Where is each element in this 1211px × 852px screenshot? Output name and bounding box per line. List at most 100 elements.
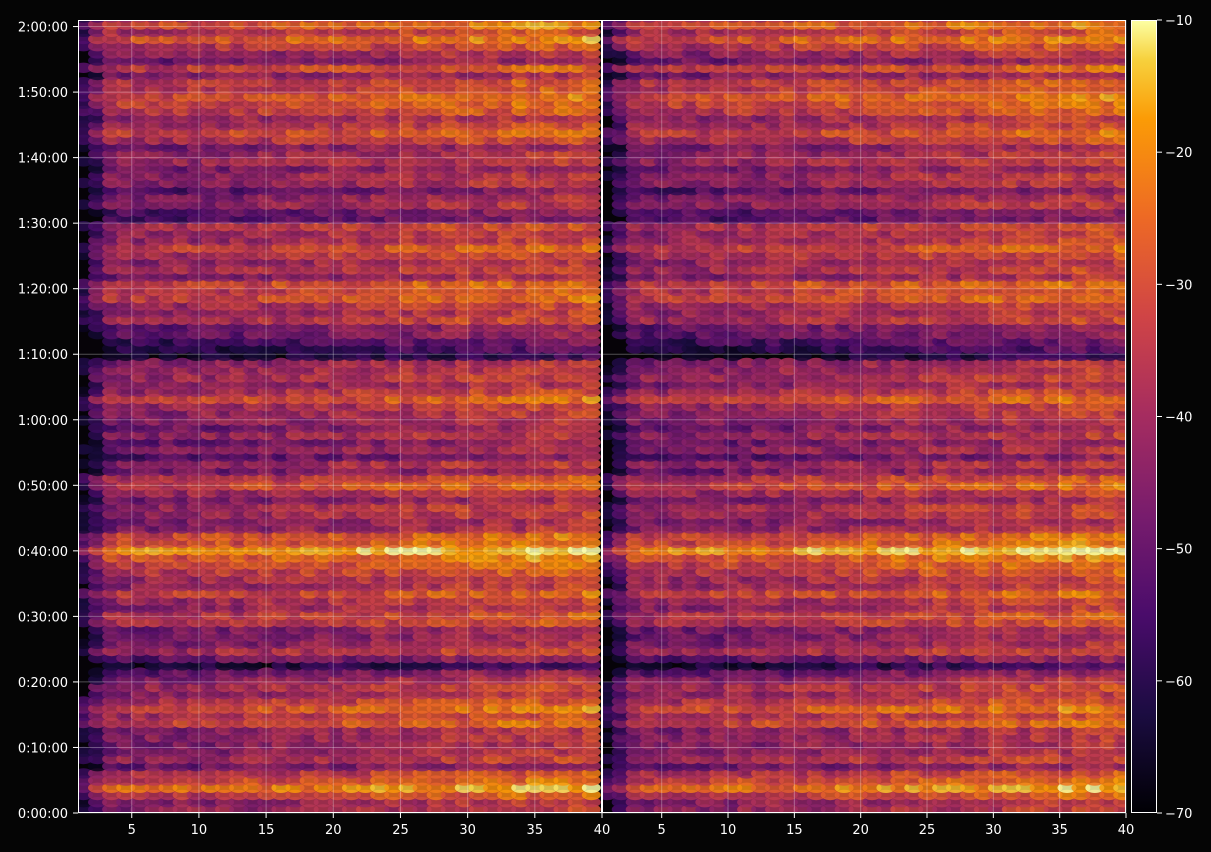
heatmap-cell: [525, 213, 545, 225]
heatmap-cell: [144, 192, 164, 203]
heatmap-cell: [327, 530, 347, 541]
heatmap-cell: [130, 401, 150, 412]
heatmap-cell: [497, 516, 517, 527]
heatmap-cell: [172, 494, 192, 505]
heatmap-cell: [370, 667, 390, 678]
heatmap-cell: [215, 336, 234, 347]
heatmap-cell: [257, 156, 277, 167]
heatmap-cell: [567, 105, 587, 117]
heatmap-cell: [539, 300, 559, 311]
heatmap-cell: [567, 134, 587, 145]
heatmap-cell: [186, 451, 206, 462]
heatmap-cell: [144, 480, 164, 491]
heatmap-cell: [581, 703, 601, 714]
heatmap-cell: [581, 213, 601, 225]
heatmap-cell: [88, 69, 107, 81]
heatmap-cell: [483, 725, 502, 736]
heatmap-cell: [341, 149, 361, 160]
heatmap-cell: [341, 573, 361, 585]
heatmap-cell: [229, 645, 249, 657]
heatmap-cell: [243, 789, 263, 801]
heatmap-cell: [454, 156, 474, 167]
heatmap-cell: [398, 617, 418, 628]
heatmap-cell: [144, 588, 164, 599]
heatmap-cell: [271, 177, 291, 189]
heatmap-cell: [215, 732, 234, 743]
heatmap-cell: [426, 516, 446, 527]
heatmap-cell: [454, 264, 474, 275]
heatmap-cell: [186, 257, 206, 268]
heatmap-cell: [313, 177, 333, 189]
heatmap-cell: [356, 120, 375, 131]
heatmap-cell: [454, 660, 474, 671]
heatmap-cell: [158, 746, 178, 757]
heatmap-cell: [567, 437, 587, 448]
heatmap-cell: [285, 185, 305, 196]
heatmap-cell: [384, 113, 404, 124]
heatmap-cell: [186, 278, 206, 289]
heatmap-cell: [539, 717, 559, 729]
heatmap-cell: [356, 307, 375, 318]
heatmap-cell: [130, 451, 150, 462]
heatmap-cell: [144, 717, 164, 729]
heatmap-cell: [567, 300, 587, 311]
heatmap-cell: [229, 372, 249, 383]
heatmap-cell: [172, 595, 192, 606]
heatmap-cell: [539, 149, 559, 160]
heatmap-cell: [567, 739, 587, 750]
heatmap-cell: [243, 336, 263, 347]
heatmap-cell: [341, 293, 361, 304]
heatmap-cell: [511, 221, 531, 232]
heatmap-cell: [440, 480, 460, 491]
heatmap-cell: [88, 84, 107, 95]
heatmap-cell: [130, 422, 150, 433]
heatmap-cell: [144, 329, 164, 340]
heatmap-cell: [567, 141, 587, 153]
heatmap-cell: [102, 545, 122, 556]
heatmap-cell: [567, 473, 587, 484]
heatmap-cell: [271, 725, 291, 736]
heatmap-cell: [370, 278, 390, 289]
heatmap-cell: [398, 350, 418, 361]
heatmap-cell: [341, 98, 361, 110]
heatmap-cell: [539, 674, 559, 685]
heatmap-cell: [285, 401, 305, 412]
heatmap-cell: [511, 487, 531, 498]
heatmap-cell: [243, 595, 263, 606]
heatmap-cell: [341, 185, 361, 196]
heatmap-cell: [511, 228, 531, 239]
heatmap-cell: [341, 660, 361, 671]
heatmap-cell: [440, 746, 460, 757]
heatmap-cell: [215, 667, 234, 678]
heatmap-cell: [130, 141, 150, 153]
heatmap-cell: [200, 357, 220, 369]
heatmap-cell: [511, 127, 531, 138]
heatmap-cell: [88, 149, 107, 160]
heatmap-cell: [440, 523, 460, 534]
heatmap-cell: [144, 631, 164, 642]
heatmap-cell: [454, 221, 474, 232]
heatmap-cell: [412, 602, 432, 613]
heatmap-cell: [398, 415, 418, 426]
heatmap-cell: [257, 624, 277, 635]
heatmap-cell: [172, 235, 192, 246]
heatmap-cell: [412, 408, 432, 419]
heatmap-cell: [327, 134, 347, 145]
heatmap-cell: [553, 746, 573, 757]
heatmap-cell: [370, 185, 390, 196]
heatmap-cell: [257, 717, 277, 729]
heatmap-cell: [454, 257, 474, 268]
heatmap-cell: [102, 653, 122, 664]
heatmap-cell: [313, 581, 333, 592]
heatmap-cell: [454, 530, 474, 541]
heatmap-cell: [412, 768, 432, 779]
heatmap-cell: [341, 314, 361, 325]
heatmap-cell: [243, 566, 263, 577]
heatmap-cell: [186, 62, 206, 73]
heatmap-cell: [497, 775, 517, 786]
heatmap-cell: [88, 379, 107, 390]
heatmap-cell: [581, 336, 601, 347]
heatmap-cell: [497, 487, 517, 498]
heatmap-cell: [313, 782, 333, 793]
heatmap-cell: [370, 674, 390, 685]
